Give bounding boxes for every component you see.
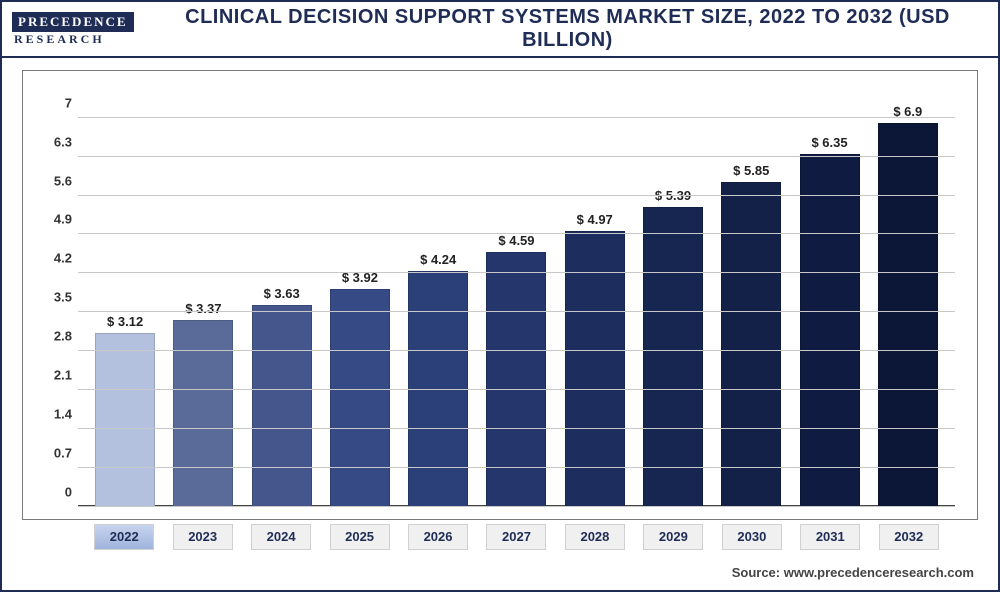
x-tick-label: 2029	[643, 524, 703, 550]
x-axis-labels: 2022 2023 2024 2025 2026 2027 2028 2029 2030 2031…	[77, 524, 956, 550]
logo-line-2: RESEARCH	[12, 32, 107, 47]
chart-title: CLINICAL DECISION SUPPORT SYSTEMS MARKET…	[137, 6, 998, 52]
grid-line	[78, 156, 955, 157]
bar-column: $ 6.35	[796, 101, 862, 507]
bar	[486, 252, 546, 507]
bar-value-label: $ 4.24	[420, 252, 456, 267]
bar	[878, 123, 938, 507]
bar-column: $ 6.9	[875, 101, 941, 507]
y-tick-label: 2.1	[38, 368, 72, 383]
grid-line	[78, 389, 955, 390]
x-tick-label: 2023	[173, 524, 233, 550]
grid-line	[78, 506, 955, 507]
bar-value-label: $ 6.35	[811, 135, 847, 150]
bar-value-label: $ 3.12	[107, 314, 143, 329]
bar-value-label: $ 4.59	[498, 233, 534, 248]
plot-area: $ 3.12 $ 3.37 $ 3.63 $ 3.92 $ 4.24 $ 4.59 $ 4.…	[78, 101, 955, 507]
bar-column: $ 3.92	[327, 101, 393, 507]
header: PRECEDENCE RESEARCH CLINICAL DECISION SU…	[2, 2, 998, 58]
y-tick-label: 4.9	[38, 212, 72, 227]
bar-column: $ 4.59	[483, 101, 549, 507]
bar-column: $ 5.39	[640, 101, 706, 507]
bar-column: $ 3.37	[170, 101, 236, 507]
bar	[721, 182, 781, 507]
bar	[252, 305, 312, 507]
x-tick-label: 2026	[408, 524, 468, 550]
bar-column: $ 3.63	[249, 101, 315, 507]
bar-value-label: $ 3.63	[264, 286, 300, 301]
title-wrap: CLINICAL DECISION SUPPORT SYSTEMS MARKET…	[137, 6, 998, 52]
bar-value-label: $ 3.37	[185, 301, 221, 316]
x-tick-label: 2030	[722, 524, 782, 550]
bar-column: $ 5.85	[718, 101, 784, 507]
bars-group: $ 3.12 $ 3.37 $ 3.63 $ 3.92 $ 4.24 $ 4.59 $ 4.…	[78, 101, 955, 507]
bar-column: $ 4.24	[405, 101, 471, 507]
x-tick-label: 2031	[800, 524, 860, 550]
grid-line	[78, 195, 955, 196]
x-tick-label: 2028	[565, 524, 625, 550]
x-tick-label: 2022	[94, 524, 154, 550]
bar-column: $ 3.12	[92, 101, 158, 507]
x-tick-label: 2027	[486, 524, 546, 550]
logo-line-1: PRECEDENCE	[12, 12, 134, 32]
grid-line	[78, 117, 955, 118]
y-tick-label: 2.8	[38, 329, 72, 344]
bar	[95, 333, 155, 507]
grid-line	[78, 272, 955, 273]
y-tick-label: 4.2	[38, 251, 72, 266]
y-tick-label: 0	[38, 485, 72, 500]
y-tick-label: 0.7	[38, 446, 72, 461]
bar-value-label: $ 5.85	[733, 163, 769, 178]
y-tick-label: 5.6	[38, 173, 72, 188]
bar-value-label: $ 5.39	[655, 188, 691, 203]
grid-line	[78, 467, 955, 468]
bar-value-label: $ 4.97	[577, 212, 613, 227]
y-tick-label: 6.3	[38, 134, 72, 149]
bar	[643, 207, 703, 507]
bar-column: $ 4.97	[562, 101, 628, 507]
chart-zone: $ 3.12 $ 3.37 $ 3.63 $ 3.92 $ 4.24 $ 4.59 $ 4.…	[2, 58, 998, 590]
plot-frame: $ 3.12 $ 3.37 $ 3.63 $ 3.92 $ 4.24 $ 4.59 $ 4.…	[22, 70, 978, 520]
grid-line	[78, 233, 955, 234]
bar	[330, 289, 390, 507]
x-tick-label: 2024	[251, 524, 311, 550]
y-tick-label: 1.4	[38, 407, 72, 422]
brand-logo: PRECEDENCE RESEARCH	[2, 6, 137, 53]
chart-container: PRECEDENCE RESEARCH CLINICAL DECISION SU…	[0, 0, 1000, 592]
bar	[173, 320, 233, 507]
x-tick-label: 2025	[330, 524, 390, 550]
grid-line	[78, 350, 955, 351]
grid-line	[78, 428, 955, 429]
y-tick-label: 7	[38, 95, 72, 110]
bar	[800, 154, 860, 507]
grid-line	[78, 311, 955, 312]
source-text: Source: www.precedenceresearch.com	[732, 565, 974, 580]
x-tick-label: 2032	[879, 524, 939, 550]
y-tick-label: 3.5	[38, 290, 72, 305]
